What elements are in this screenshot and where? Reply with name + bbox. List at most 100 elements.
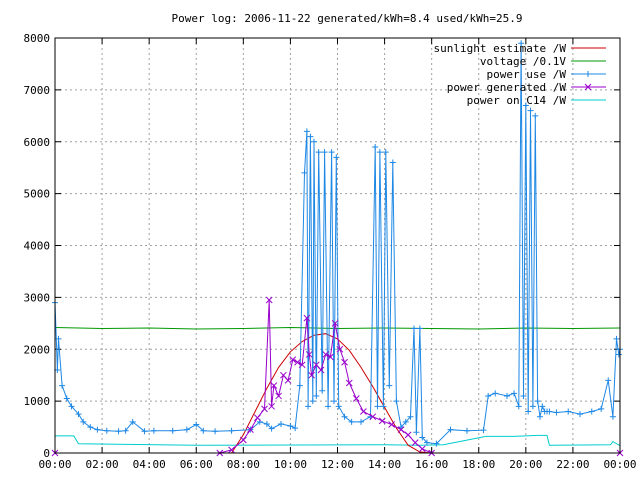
data-point [352, 395, 360, 402]
data-point [393, 398, 400, 405]
data-point [382, 149, 389, 156]
data-point [529, 403, 536, 410]
data-point [55, 335, 62, 342]
data-point [520, 392, 527, 399]
data-point [284, 377, 292, 384]
data-point [576, 411, 583, 418]
legend-entry-power-generated-w: power generated /W [447, 81, 606, 94]
data-point [80, 418, 87, 425]
data-point [87, 424, 94, 431]
data-point [447, 426, 454, 433]
data-point [275, 392, 282, 400]
data-point [129, 418, 136, 425]
legend-label: sunlight estimate /W [434, 42, 567, 55]
data-point [287, 423, 294, 430]
data-point [169, 427, 176, 434]
data-point [327, 353, 334, 361]
data-point [615, 351, 622, 358]
data-point [485, 392, 492, 399]
plot-frame [54, 37, 621, 454]
data-point [416, 325, 423, 332]
data-point [310, 138, 317, 145]
data-point [317, 366, 325, 374]
x-tick-label: 22:00 [556, 458, 589, 471]
legend-entry-power-on-c14-w: power on C14 /W [467, 94, 606, 107]
x-tick-label: 00:00 [603, 458, 636, 471]
data-point [294, 358, 301, 366]
data-point [369, 413, 377, 421]
data-point [268, 402, 275, 410]
y-tick-label: 3000 [24, 291, 51, 304]
series-power-generated-w [51, 296, 624, 457]
data-point [270, 382, 278, 389]
data-point [609, 413, 616, 420]
data-point [103, 427, 110, 434]
chart-title: Power log: 2006-11-22 generated/kWh=8.4 … [172, 12, 523, 25]
x-tick-label: 14:00 [368, 458, 401, 471]
data-point [305, 403, 312, 410]
data-point [480, 427, 487, 434]
x-tick-label: 10:00 [274, 458, 307, 471]
data-point [348, 418, 355, 425]
data-point [59, 382, 66, 389]
data-point [546, 408, 553, 415]
data-point [228, 427, 235, 434]
data-point [553, 409, 560, 416]
data-point [63, 395, 70, 402]
legend-marker [584, 83, 592, 91]
data-point [565, 408, 572, 415]
data-point [265, 296, 273, 304]
data-point [418, 445, 426, 453]
data-point [372, 143, 379, 150]
data-point [341, 413, 348, 420]
data-point [536, 413, 543, 420]
data-point [150, 427, 157, 434]
data-point [268, 425, 275, 432]
data-point [613, 335, 620, 342]
legend-label: power on C14 /W [467, 94, 567, 107]
data-point [193, 421, 200, 428]
data-point [263, 420, 270, 427]
data-point [75, 411, 82, 418]
data-point [308, 371, 315, 379]
data-point [68, 403, 75, 410]
data-point [397, 426, 405, 434]
data-point [183, 426, 190, 433]
data-point [411, 439, 419, 446]
data-point [504, 392, 510, 399]
data-point [386, 382, 393, 389]
data-point [378, 417, 386, 425]
data-point [331, 319, 339, 327]
data-point [335, 403, 342, 410]
data-point [389, 159, 396, 166]
data-point [360, 408, 367, 415]
data-point [374, 403, 381, 410]
plot-series [51, 40, 624, 457]
legend-label: power generated /W [447, 81, 567, 94]
y-tick-label: 8000 [24, 32, 51, 45]
data-point [380, 403, 387, 410]
data-point [518, 40, 525, 47]
data-point [122, 427, 129, 434]
data-point [411, 325, 418, 332]
data-point [325, 403, 332, 410]
series-line-power-on-c14-w [55, 434, 621, 447]
data-point [433, 440, 440, 447]
data-point [315, 149, 322, 156]
data-point [301, 169, 308, 176]
data-point [115, 428, 122, 435]
data-point [419, 434, 426, 441]
data-point [588, 408, 595, 415]
data-point [463, 427, 470, 434]
data-point [303, 128, 310, 135]
data-point [605, 377, 612, 384]
data-point [376, 149, 383, 156]
data-point [247, 426, 254, 434]
y-tick-label: 0 [43, 447, 50, 460]
data-point [239, 436, 247, 444]
x-tick-label: 20:00 [509, 458, 542, 471]
data-point [423, 439, 430, 446]
data-point [228, 446, 235, 454]
